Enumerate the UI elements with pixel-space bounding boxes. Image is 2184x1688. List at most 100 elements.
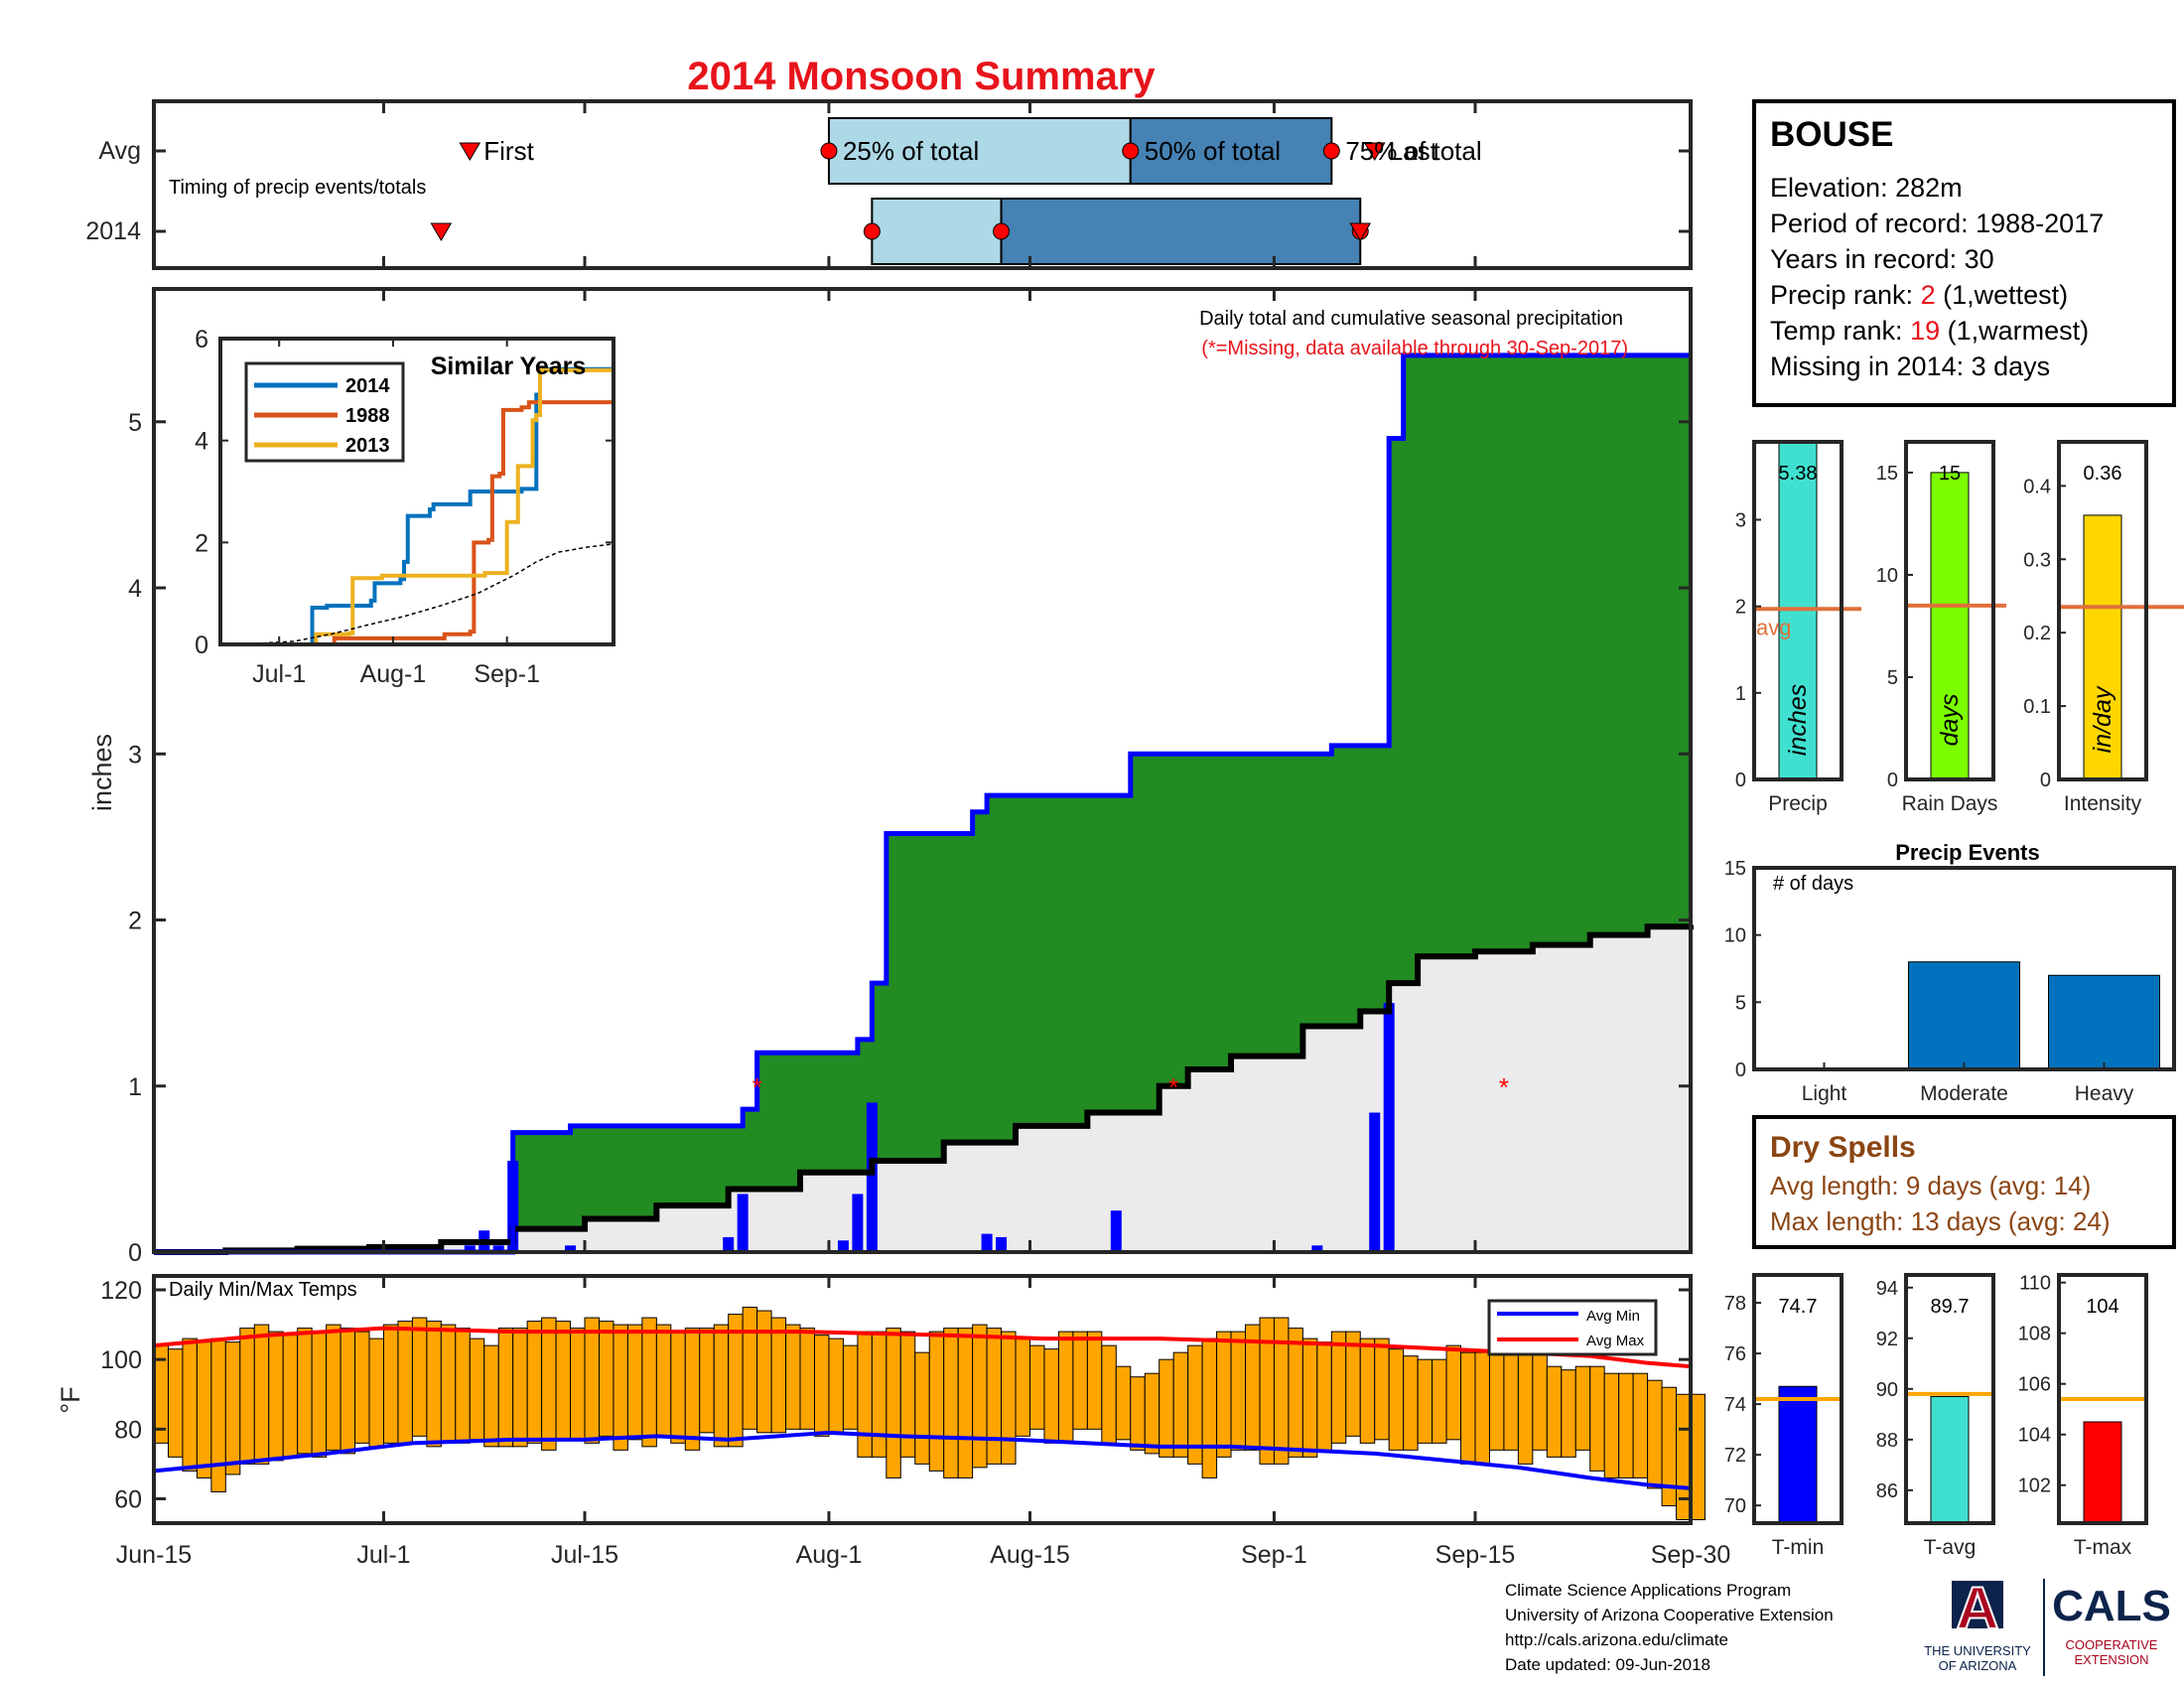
daily-temp-bar (626, 1324, 643, 1441)
ua-logo-line-1: THE UNIVERSITY (1924, 1643, 2031, 1658)
t-avg-x-label: T-avg (1924, 1536, 1977, 1559)
t-max-y-tick-label: 110 (2019, 1273, 2051, 1295)
timing-2014-p25-marker (863, 222, 881, 240)
inset-frame (218, 337, 615, 646)
daily-temp-bar (1359, 1337, 1376, 1444)
footer-line-4: Date updated: 09-Jun-2018 (1505, 1655, 1710, 1674)
daily-temp-bar (770, 1317, 787, 1434)
precip-events-note: # of days (1773, 873, 1853, 895)
daily-temp-bar (828, 1337, 844, 1434)
daily-temp-bar (555, 1321, 572, 1441)
footer-line-3: http://cals.arizona.edu/climate (1505, 1630, 1728, 1649)
precip-events-y-tick-label: 5 (1735, 992, 1746, 1014)
daily-temp-bar (1561, 1369, 1576, 1458)
main-plot-area: * * * (154, 352, 1694, 1255)
temp-y-axis-label: °F (56, 1386, 85, 1413)
temp-y-tick-label: 80 (114, 1416, 142, 1444)
main-chart-frame (152, 287, 1693, 1254)
inset-legend-label-2014: 2014 (345, 375, 390, 397)
daily-temp-bar (1488, 1351, 1505, 1451)
t-max-panel: 102 104 106 108 110 104 T-max (2018, 1273, 2148, 1559)
daily-temp-bar (440, 1324, 457, 1444)
intensity-panel: 0 0.1 0.2 0.3 0.4 0.36 Intensity in/day (2023, 440, 2184, 815)
cals-logo-text: CALS (2052, 1582, 2171, 1630)
daily-precip-bar (996, 1236, 1008, 1252)
daily-temp-bar (368, 1337, 384, 1448)
daily-temp-bar (684, 1328, 701, 1451)
timing-label-p25: 25% of total (843, 136, 979, 166)
precip-total-panel: 0 1 2 3 5.38 Precip inches avg (1735, 440, 1861, 815)
daily-temp-bar (886, 1328, 901, 1478)
daily-temp-bar (268, 1331, 284, 1462)
daily-precip-bar (1110, 1210, 1122, 1252)
main-y-tick-label: 2 (128, 908, 142, 935)
t-min-panel: 70 72 74 76 78 74.7 T-min (1724, 1273, 1843, 1559)
timing-label-p50: 50% of total (1145, 136, 1281, 166)
daily-temp-bar (655, 1324, 672, 1437)
temp-y-tick-label: 60 (114, 1485, 142, 1513)
daily-temp-bar (857, 1331, 873, 1458)
daily-temp-bar (598, 1321, 614, 1437)
timing-avg-p50-marker (1122, 142, 1140, 160)
temp-rank: Temp rank: 19 (1,warmest) (1770, 316, 2089, 346)
temp-rank-label: Temp rank: (1770, 316, 1910, 346)
t-min-frame (1752, 1273, 1843, 1525)
timing-label-last: Last (1389, 136, 1438, 166)
timing-2014-box-50-75 (1000, 198, 1362, 265)
t-avg-panel: 86 88 90 92 94 89.7 T-avg (1876, 1273, 1995, 1559)
cumulative-2014-line (154, 352, 1691, 1255)
cals-logo-line-1: COOPERATIVE (2066, 1637, 2158, 1652)
inset-series-line-avg (219, 543, 614, 645)
daily-temp-bar (1057, 1331, 1074, 1444)
main-y-tick-label: 4 (128, 575, 142, 603)
footer-line-2: University of Arizona Cooperative Extens… (1505, 1606, 1834, 1624)
dry-spells-box: Dry Spells Avg length: 9 days (avg: 14) … (1752, 1115, 2176, 1249)
daily-temp-bar (813, 1335, 830, 1437)
legend-avg-max-label: Avg Max (1586, 1333, 1645, 1349)
precip-rank: Precip rank: 2 (1,wettest) (1770, 280, 2068, 310)
intensity-y-tick-label: 0.3 (2023, 549, 2051, 571)
daily-temp-bar (1632, 1372, 1649, 1478)
daily-temp-bar (1589, 1365, 1605, 1472)
precip-events-chart: Precip Events Light Moderate Heavy 0 5 10 15 #… (1724, 840, 2176, 1105)
intensity-y-tick-label: 0.2 (2023, 623, 2051, 644)
inset-y-tick-label: 4 (195, 428, 208, 456)
main-y-tick-label: 3 (128, 741, 142, 769)
timing-2014-box-25-50 (871, 198, 1003, 265)
daily-temp-bar (1029, 1344, 1045, 1430)
temp-rank-note: (1,warmest) (1940, 316, 2089, 346)
t-avg-y-tick-label: 86 (1876, 1480, 1898, 1502)
precip-events-bar (1908, 961, 2020, 1070)
dry-spells-title: Dry Spells (1770, 1131, 1916, 1164)
main-chart-subtitle: (*=Missing, data available through 30-Se… (1201, 338, 1628, 359)
daily-precip-bar (737, 1194, 749, 1252)
daily-temp-bar (512, 1328, 528, 1448)
t-max-y-tick-label: 102 (2018, 1476, 2051, 1497)
missing-days: Missing in 2014: 3 days (1770, 352, 2050, 381)
intensity-y-tick-label: 0 (2040, 770, 2051, 791)
daily-temp-bar (282, 1335, 299, 1458)
daily-temp-bar (1345, 1331, 1361, 1437)
daily-temp-bar (1445, 1344, 1462, 1441)
station-name: BOUSE (1770, 115, 1893, 154)
station-info-box: BOUSE Elevation: 282m Period of record: … (1752, 99, 2176, 407)
dry-spells-frame (1752, 1115, 2176, 1249)
inset-legend-label-1988: 1988 (345, 405, 390, 427)
precip-events-frame (1752, 866, 2176, 1071)
daily-temp-bar (641, 1317, 657, 1448)
inset-x-tick-label: Aug-1 (360, 660, 427, 688)
intensity-unit-label: in/day (2089, 685, 2116, 753)
temp-axes: 60 80 100 120 Jun-15 Jul-1 Jul-15 Aug-1 Aug-15 Se… (100, 1276, 1730, 1569)
daily-temp-bar (1388, 1348, 1405, 1451)
daily-temp-bar (1417, 1358, 1433, 1444)
footer-line-1: Climate Science Applications Program (1505, 1581, 1791, 1600)
rain-days-y-tick-label: 0 (1887, 770, 1898, 791)
precip-total-y-tick-label: 0 (1735, 770, 1746, 791)
ua-logo-block (1952, 1581, 2003, 1628)
precip-total-unit-label: inches (1784, 684, 1812, 756)
temp-y-tick-label: 100 (100, 1346, 142, 1374)
precip-events-y-tick-label: 10 (1724, 925, 1746, 947)
daily-temp-bar (1432, 1358, 1447, 1444)
ua-logo-line-2: OF ARIZONA (1939, 1658, 2017, 1673)
